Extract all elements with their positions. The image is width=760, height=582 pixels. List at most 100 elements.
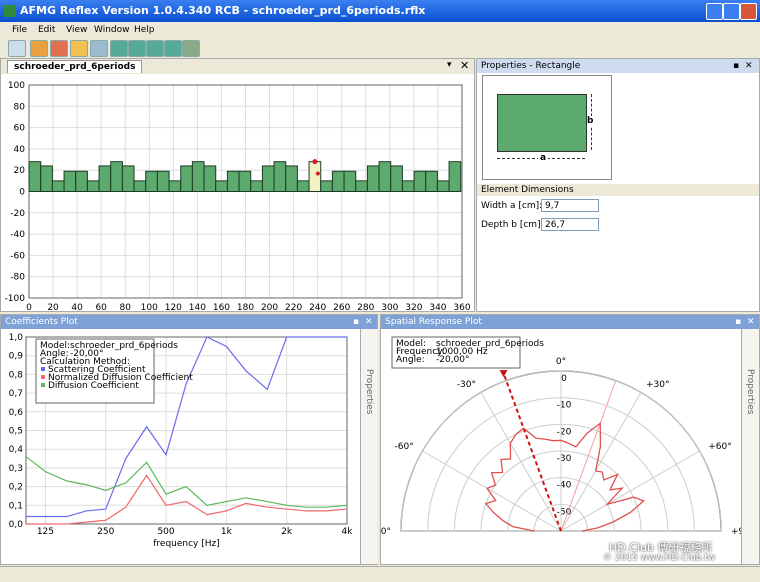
legend-heading: Calculation Method:	[40, 357, 130, 367]
tool-button[interactable]	[50, 40, 68, 57]
depth-input[interactable]: 26,7	[541, 218, 599, 231]
profile-well	[250, 180, 263, 192]
profile-well	[203, 165, 217, 193]
legend-swatch	[41, 375, 45, 379]
profile-chart: -100 -80 -60 -40 -20 0 20 40 60 80 100 0 20 40 60 80 100…	[5, 81, 471, 311]
tool-button[interactable]	[164, 40, 182, 57]
profile-well	[86, 180, 100, 192]
close-button[interactable]	[740, 3, 757, 20]
series-line	[26, 474, 348, 525]
side-tab[interactable]: Properties	[360, 329, 378, 564]
x-tick-label: 40	[71, 303, 83, 311]
legend-value: -20,00°	[436, 355, 470, 365]
profile-well	[401, 180, 415, 192]
theta-tick-label: 0°	[556, 357, 566, 367]
tool-button[interactable]	[128, 40, 146, 57]
field-label: Depth b [cm]:	[481, 220, 544, 230]
width-input[interactable]: 9,7	[541, 199, 599, 212]
profile-well	[145, 170, 158, 192]
side-tab[interactable]: Properties	[741, 329, 759, 564]
profile-well	[448, 161, 462, 192]
profile-well	[238, 170, 252, 192]
y-tick-label: 0,7	[9, 389, 23, 399]
x-tick-label: 160	[213, 303, 230, 311]
spatial-panel: Spatial Response Plot ▪ ✕ 0 -10 -20 -30 -40 -…	[380, 314, 760, 565]
x-tick-label: 120	[165, 303, 182, 311]
maximize-button[interactable]	[723, 3, 740, 20]
panel-header: Coefficients Plot ▪ ✕	[1, 315, 377, 329]
close-button[interactable]: ✕	[747, 317, 755, 327]
toolbar	[0, 38, 760, 58]
side-tab-label: Properties	[745, 369, 755, 415]
theta-tick-label: +30°	[646, 380, 670, 390]
tab-menu-button[interactable]: ▾	[447, 60, 452, 70]
profile-well	[390, 165, 403, 193]
tool-button[interactable]	[8, 40, 26, 57]
menu-item[interactable]: Edit	[38, 25, 56, 35]
r-tick-label: -30	[557, 454, 572, 464]
x-tick-label: 1k	[221, 527, 233, 537]
x-tick-label: 100	[141, 303, 158, 311]
y-tick-label: -60	[10, 251, 25, 261]
coefficients-chart: 0,0 0,1 0,2 0,3 0,4 0,5 0,6 0,7 0,8 0,9 1,0 125 250 5…	[9, 333, 354, 549]
tab-strip: schroeder_prd_6periods ▾ ✕	[1, 59, 474, 74]
tool-button[interactable]	[70, 40, 88, 57]
plot-frame	[25, 336, 348, 525]
coefficients-panel: Coefficients Plot ▪ ✕ 0,0 0,1 0,2 0,3 0,4 0,5…	[0, 314, 378, 565]
menu-item[interactable]: File	[12, 25, 28, 35]
profile-well	[40, 165, 53, 193]
tool-button[interactable]	[90, 40, 108, 57]
properties-panel: Properties - Rectangle ▪ ✕ b a Element D…	[476, 58, 760, 312]
legend-label: Model:	[40, 341, 70, 351]
field-label: Width a [cm]:	[481, 201, 543, 211]
side-tab-label: Properties	[364, 369, 374, 415]
profile-well	[436, 180, 450, 192]
status-bar	[0, 566, 760, 582]
menu-item[interactable]: Help	[134, 25, 155, 35]
menu-item[interactable]: Window	[94, 25, 130, 35]
dimension-label: b	[587, 116, 594, 126]
y-tick-label: 0	[19, 188, 25, 198]
r-tick-label: -50	[557, 507, 572, 517]
y-tick-label: 80	[14, 102, 26, 112]
close-button[interactable]: ✕	[365, 317, 373, 327]
y-tick-label: 40	[14, 145, 26, 155]
series-line	[25, 456, 348, 508]
section-header: Element Dimensions	[477, 184, 759, 196]
y-tick-label: 0,8	[9, 370, 24, 380]
menu-item[interactable]: View	[66, 25, 88, 35]
tool-button[interactable]	[110, 40, 128, 57]
y-tick-label: -40	[10, 230, 25, 240]
tool-button[interactable]	[30, 40, 48, 57]
legend-value: schroeder_prd_6periods	[70, 341, 178, 351]
close-button[interactable]: ✕	[745, 61, 753, 71]
profile-well	[51, 180, 65, 192]
profile-well	[308, 161, 322, 192]
reflection-line	[560, 380, 617, 532]
y-tick-label: 0,6	[9, 408, 24, 418]
window-title: AFMG Reflex Version 1.0.4.340 RCB - schr…	[20, 4, 426, 17]
profile-well	[296, 180, 310, 192]
y-tick-label: 0,0	[9, 520, 24, 530]
pin-button[interactable]: ▪	[735, 317, 742, 327]
response-curve	[484, 421, 645, 532]
profile-well	[168, 180, 182, 192]
x-tick-label: 300	[381, 303, 398, 311]
y-tick-label: 100	[8, 81, 25, 91]
tab-close-button[interactable]: ✕	[460, 59, 470, 72]
profile-well	[98, 165, 112, 193]
tool-button[interactable]	[146, 40, 164, 57]
x-tick-label: 0	[26, 303, 32, 311]
tool-button[interactable]	[182, 40, 200, 57]
document-tab[interactable]: schroeder_prd_6periods	[7, 60, 143, 73]
x-axis-label: frequency [Hz]	[153, 539, 220, 549]
legend-box	[391, 336, 521, 369]
profile-well	[156, 170, 170, 192]
pin-button[interactable]: ▪	[353, 317, 360, 327]
theta-tick-label: +90°	[731, 527, 741, 537]
title-bar: AFMG Reflex Version 1.0.4.340 RCB - schr…	[0, 0, 760, 22]
minimize-button[interactable]	[706, 3, 723, 20]
profile-well	[191, 161, 205, 192]
x-tick-label: 4k	[342, 527, 354, 537]
pin-button[interactable]: ▪	[733, 61, 740, 71]
